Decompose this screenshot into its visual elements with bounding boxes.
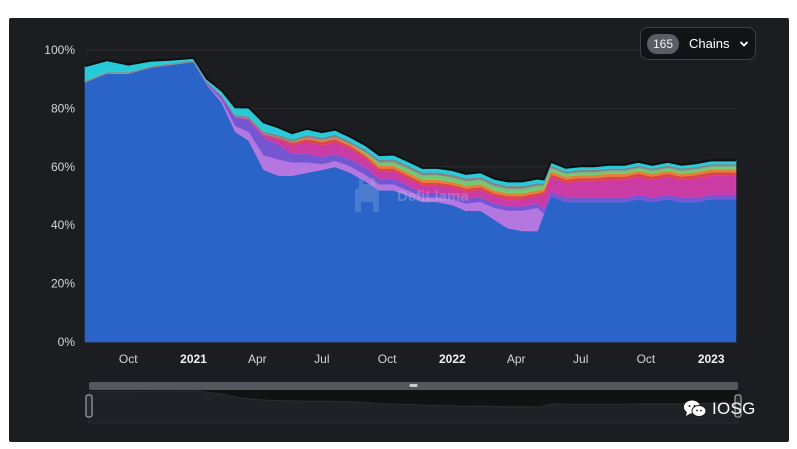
brush-preview-area xyxy=(88,390,739,424)
watermark-text: DefiLlama xyxy=(397,188,469,205)
x-tick-label: Apr xyxy=(507,352,526,366)
x-tick-label: Apr xyxy=(248,352,267,366)
stacked-areas xyxy=(84,56,737,343)
overview-brush[interactable] xyxy=(85,382,742,424)
brush-left-handle[interactable] xyxy=(85,394,93,418)
chart-panel: 0% 20% 40% 60% 80% 100% Oct 2021 Apr Jul Oct 2022 A… xyxy=(9,18,789,442)
x-tick-label: Jul xyxy=(573,352,588,366)
x-tick-label: Oct xyxy=(637,352,656,366)
y-tick-label: 0% xyxy=(58,335,76,349)
x-tick-label: Oct xyxy=(378,352,397,366)
x-tick-label: 2021 xyxy=(180,352,207,366)
x-tick-label: 2023 xyxy=(698,352,725,366)
chains-count-badge: 165 xyxy=(647,33,680,54)
source-badge: IOSG xyxy=(683,399,756,419)
y-tick-label: 100% xyxy=(44,43,75,57)
x-tick-label: 2022 xyxy=(439,352,466,366)
x-axis: Oct 2021 Apr Jul Oct 2022 Apr Jul Oct 2023 xyxy=(119,352,725,366)
brush-grip-icon xyxy=(409,384,418,387)
x-tick-label: Jul xyxy=(314,352,329,366)
y-axis: 0% 20% 40% 60% 80% 100% xyxy=(44,43,75,349)
brush-right-handle[interactable] xyxy=(734,394,742,418)
y-tick-label: 20% xyxy=(51,277,75,291)
stack-top-edge xyxy=(84,56,736,183)
llama-logo-icon xyxy=(355,178,379,212)
y-tick-label: 80% xyxy=(51,101,75,115)
chain-dominance-chart: 0% 20% 40% 60% 80% 100% Oct 2021 Apr Jul Oct 2022 A… xyxy=(44,43,742,424)
wechat-icon xyxy=(684,400,707,417)
chevron-down-icon xyxy=(739,40,748,47)
y-tick-label: 40% xyxy=(51,218,75,232)
chains-label: Chains xyxy=(689,36,730,51)
y-tick-label: 60% xyxy=(51,160,75,174)
chains-selector-button[interactable]: 165 Chains xyxy=(640,27,756,60)
source-label: IOSG xyxy=(712,399,756,418)
x-tick-label: Oct xyxy=(119,352,138,366)
